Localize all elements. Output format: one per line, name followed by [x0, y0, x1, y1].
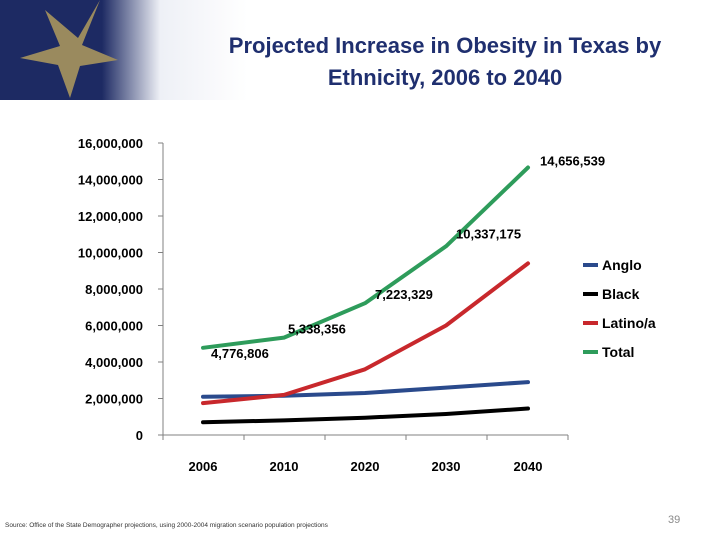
legend-label: Total [602, 344, 634, 360]
slide-title: Projected Increase in Obesity in Texas b… [150, 30, 728, 94]
series-line-black [201, 406, 530, 425]
y-tick-label: 16,000,000 [78, 136, 143, 151]
x-tick-label: 2030 [432, 459, 461, 474]
header-band [0, 0, 728, 100]
data-label: 10,337,175 [456, 226, 521, 241]
x-tick-label: 2020 [351, 459, 380, 474]
data-label: 14,656,539 [540, 154, 605, 169]
y-tick-label: 4,000,000 [85, 355, 143, 370]
star-logo [20, 0, 118, 98]
series-line-total [201, 165, 530, 350]
y-tick-label: 2,000,000 [85, 392, 143, 407]
y-tick-label: 12,000,000 [78, 209, 143, 224]
source-note: Source: Office of the State Demographer … [5, 522, 328, 529]
slide-number: 39 [668, 514, 681, 526]
slide-title-line2: Ethnicity, 2006 to 2040 [327, 65, 563, 90]
x-tick-label: 2010 [270, 459, 299, 474]
data-label: 5,338,356 [288, 322, 346, 337]
x-tick-label: 2006 [189, 459, 218, 474]
y-tick-label: 14,000,000 [78, 173, 143, 188]
slide-title-line1: Projected Increase in Obesity in Texas b… [228, 33, 662, 58]
y-tick-label: 0 [136, 428, 143, 443]
data-label: 7,223,329 [375, 287, 433, 302]
x-tick-label: 2040 [514, 459, 543, 474]
y-tick-label: 8,000,000 [85, 282, 143, 297]
series-line-anglo [201, 380, 530, 399]
legend-label: Black [602, 286, 640, 302]
legend-label: Anglo [602, 257, 642, 273]
y-tick-label: 6,000,000 [85, 319, 143, 334]
data-label: 4,776,806 [211, 346, 269, 361]
series-line-latinoa [201, 261, 530, 406]
legend-label: Latino/a [602, 315, 656, 331]
star-logo-shape [20, 0, 118, 98]
y-tick-label: 10,000,000 [78, 246, 143, 261]
